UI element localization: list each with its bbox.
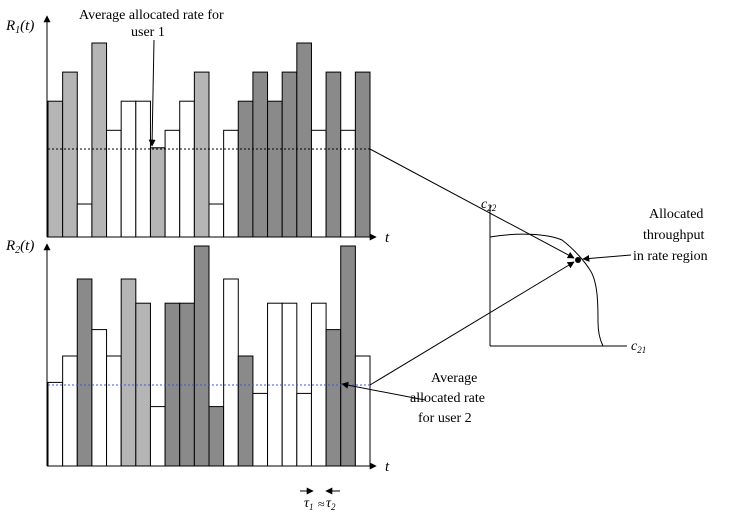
user2-bar-1 (47, 381, 64, 467)
r1-axis-label: R1(t) (5, 18, 34, 36)
user2-bar-5 (106, 355, 122, 467)
user1-bars (47, 42, 371, 238)
user2-bar-2 (62, 355, 78, 467)
avg-user2-label-line1: Average (431, 371, 477, 386)
user1-bar-18 (296, 42, 312, 238)
user1-bar-8 (149, 147, 166, 238)
user1-bar-20 (325, 71, 342, 238)
user2-bar-7 (135, 302, 151, 467)
user1-bar-12 (208, 203, 225, 238)
user2-bar-4 (91, 329, 108, 467)
user1-bar-22 (354, 71, 371, 238)
avg-user1-label-line2: user 1 (131, 25, 165, 40)
alloc-label-line1: Allocated (649, 207, 703, 222)
avg-user2-label-line3: for user 2 (418, 411, 472, 426)
user2-bar-13 (223, 278, 239, 467)
rate-region (489, 205, 627, 347)
alloc-label-line3: in rate region (633, 249, 708, 264)
user1-bar-7 (135, 100, 151, 238)
top-t-label: t (385, 230, 390, 246)
user1-bar-21 (340, 129, 356, 238)
user2-bar-14 (237, 355, 254, 467)
operating-point (575, 257, 581, 263)
alloc-pointer-arrow (582, 254, 632, 262)
user2-bar-11 (193, 245, 210, 467)
avg-user2-label-line2: allocated rate (410, 391, 485, 406)
user2-mapping-arrow (369, 261, 575, 386)
rate-region-boundary (489, 233, 604, 347)
top-chart (43, 15, 377, 241)
user1-bar-9 (164, 129, 181, 238)
bottom-t-label: t (385, 459, 390, 475)
user2-bar-18 (296, 392, 312, 467)
avg-user1-label-line1: Average allocated rate for (79, 8, 224, 23)
user2-bar-6 (120, 278, 137, 467)
user1-bar-15 (252, 71, 269, 238)
r2-axis-label: R2(t) (5, 238, 34, 256)
user1-bar-1 (47, 100, 64, 238)
user1-bar-10 (179, 100, 195, 238)
user2-bar-3 (76, 278, 93, 467)
user1-bar-14 (237, 100, 254, 238)
c22-label: c22 (481, 197, 497, 213)
c21-label: c21 (631, 339, 646, 355)
avg-user1-pointer-arrow (148, 39, 156, 147)
user2-bar-22 (354, 355, 371, 467)
user1-bar-4 (91, 42, 108, 238)
tau2-label: τ2 (326, 496, 336, 511)
user1-bar-19 (310, 129, 327, 238)
alloc-label-line2: throughput (643, 228, 705, 243)
user2-bar-20 (325, 329, 342, 467)
user1-bar-2 (62, 71, 78, 238)
user1-bar-17 (281, 71, 298, 238)
user2-bar-15 (252, 392, 269, 467)
user2-bars (47, 245, 371, 467)
user1-bar-3 (76, 203, 93, 238)
user1-bar-13 (223, 129, 239, 238)
approx-symbol: ≈ (318, 497, 325, 511)
user1-mapping-arrow (369, 148, 575, 259)
user2-bar-8 (149, 406, 166, 467)
bottom-chart (43, 243, 377, 470)
user1-bar-5 (106, 129, 122, 238)
user2-bar-21 (340, 245, 356, 467)
user1-bar-16 (267, 100, 283, 238)
tau1-label: τ1 (304, 496, 314, 511)
user1-bar-11 (193, 71, 210, 238)
avg-user2-pointer-arrow (341, 381, 426, 401)
user2-bar-12 (208, 406, 225, 467)
user1-bar-6 (120, 100, 137, 238)
